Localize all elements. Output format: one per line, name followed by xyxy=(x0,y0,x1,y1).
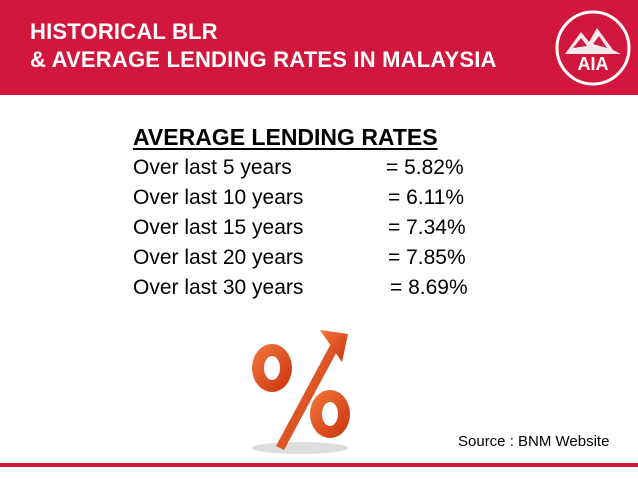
section-heading: AVERAGE LENDING RATES xyxy=(133,124,438,150)
title-line-1: HISTORICAL BLR xyxy=(30,19,218,44)
rate-label: Over last 30 years xyxy=(133,276,304,299)
rate-label: Over last 15 years xyxy=(133,216,304,239)
rates-list: Over last 5 years = 5.82% Over last 10 y… xyxy=(133,156,493,306)
source-note: Source : BNM Website xyxy=(458,433,610,450)
rate-label: Over last 5 years xyxy=(133,156,292,179)
rate-row: Over last 10 years = 6.11% xyxy=(133,186,493,216)
title-line-2: & AVERAGE LENDING RATES IN MALAYSIA xyxy=(30,47,497,72)
rate-row: Over last 30 years = 8.69% xyxy=(133,276,493,306)
title-banner: HISTORICAL BLR & AVERAGE LENDING RATES I… xyxy=(0,0,638,95)
logo-text: AIA xyxy=(578,54,609,74)
rate-row: Over last 15 years = 7.34% xyxy=(133,216,493,246)
rate-value: = 7.34% xyxy=(388,216,466,239)
page-title: HISTORICAL BLR & AVERAGE LENDING RATES I… xyxy=(30,18,497,74)
rate-value: = 7.85% xyxy=(388,246,466,269)
aia-logo-icon: AIA xyxy=(555,10,631,86)
rate-row: Over last 5 years = 5.82% xyxy=(133,156,493,186)
rate-value: = 8.69% xyxy=(390,276,468,299)
rate-value: = 6.11% xyxy=(388,186,465,209)
footer-divider xyxy=(0,463,638,467)
rate-value: = 5.82% xyxy=(386,156,464,179)
rate-label: Over last 20 years xyxy=(133,246,304,269)
rate-label: Over last 10 years xyxy=(133,186,304,209)
percent-arrow-icon xyxy=(252,330,350,454)
rate-row: Over last 20 years = 7.85% xyxy=(133,246,493,276)
